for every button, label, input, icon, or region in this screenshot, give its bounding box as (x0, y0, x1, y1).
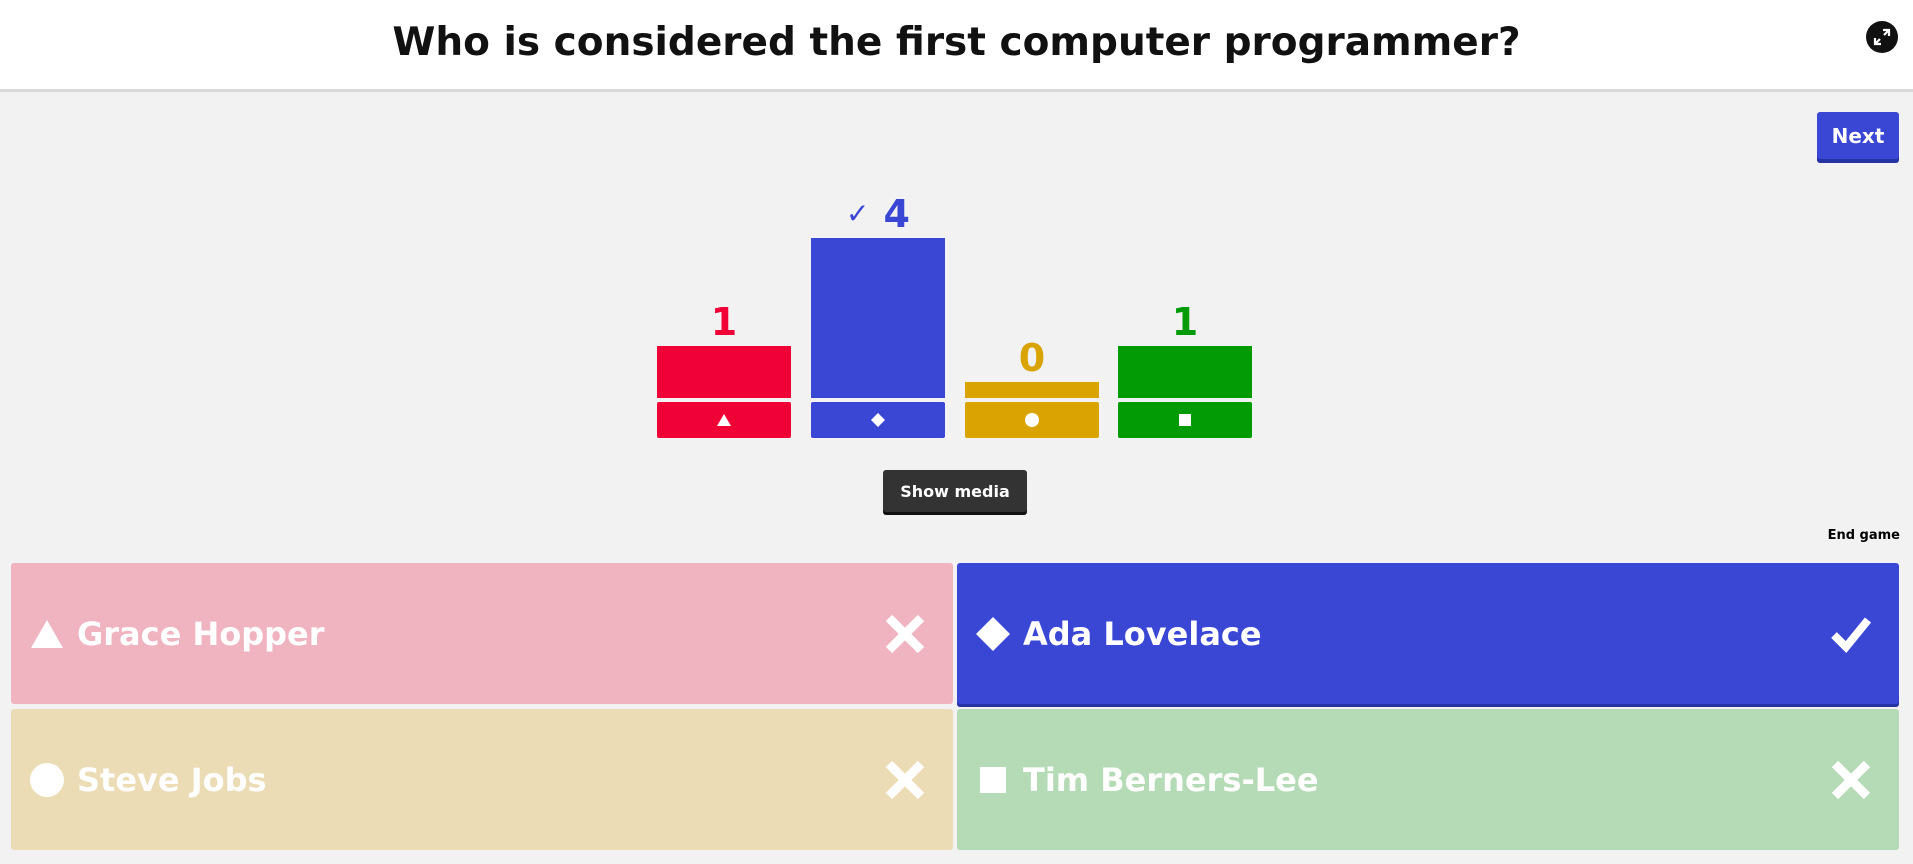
result-base-diamond (811, 402, 945, 438)
circle-icon (1025, 413, 1039, 427)
result-count-square: 1 (1118, 300, 1252, 344)
cross-icon (883, 758, 927, 802)
diamond-icon (973, 614, 1013, 654)
answer-tile-ada-lovelace[interactable]: Ada Lovelace (957, 563, 1899, 704)
result-count-value: 1 (710, 300, 738, 344)
result-count-diamond: ✓ 4 (811, 192, 945, 236)
result-count-triangle: 1 (657, 300, 791, 344)
fullscreen-icon[interactable] (1866, 21, 1898, 53)
answer-label: Ada Lovelace (1023, 614, 1262, 653)
result-base-triangle (657, 402, 791, 438)
circle-icon (27, 760, 67, 800)
checkmark-icon (1829, 612, 1873, 656)
result-bar-circle (965, 382, 1099, 398)
answer-tile-grace-hopper[interactable]: Grace Hopper (11, 563, 953, 704)
answer-label: Steve Jobs (77, 760, 267, 799)
result-base-square (1118, 402, 1252, 438)
result-count-circle: 0 (965, 336, 1099, 380)
result-bar-diamond (811, 238, 945, 398)
result-count-value: 1 (1171, 300, 1199, 344)
square-icon (1179, 414, 1191, 426)
triangle-icon (717, 414, 731, 426)
correct-check-icon: ✓ (846, 197, 870, 230)
result-base-circle (965, 402, 1099, 438)
result-bar-triangle (657, 346, 791, 398)
results-chart: 1 ✓ 4 0 1 (657, 192, 1252, 438)
answer-label: Tim Berners-Lee (1023, 760, 1319, 799)
next-button[interactable]: Next (1817, 112, 1899, 159)
cross-icon (1829, 758, 1873, 802)
cross-icon (883, 612, 927, 656)
square-icon (973, 760, 1013, 800)
result-bar-square (1118, 346, 1252, 398)
header: Who is considered the first computer pro… (0, 0, 1913, 92)
answer-label: Grace Hopper (77, 614, 325, 653)
answer-tile-tim-berners-lee[interactable]: Tim Berners-Lee (957, 709, 1899, 850)
answer-tile-steve-jobs[interactable]: Steve Jobs (11, 709, 953, 850)
diamond-icon (871, 413, 885, 427)
end-game-link[interactable]: End game (1827, 528, 1900, 543)
result-count-value: 0 (1018, 336, 1046, 380)
triangle-icon (27, 614, 67, 654)
result-count-value: 4 (883, 192, 910, 236)
question-title: Who is considered the first computer pro… (392, 20, 1521, 65)
show-media-button[interactable]: Show media (883, 470, 1027, 512)
